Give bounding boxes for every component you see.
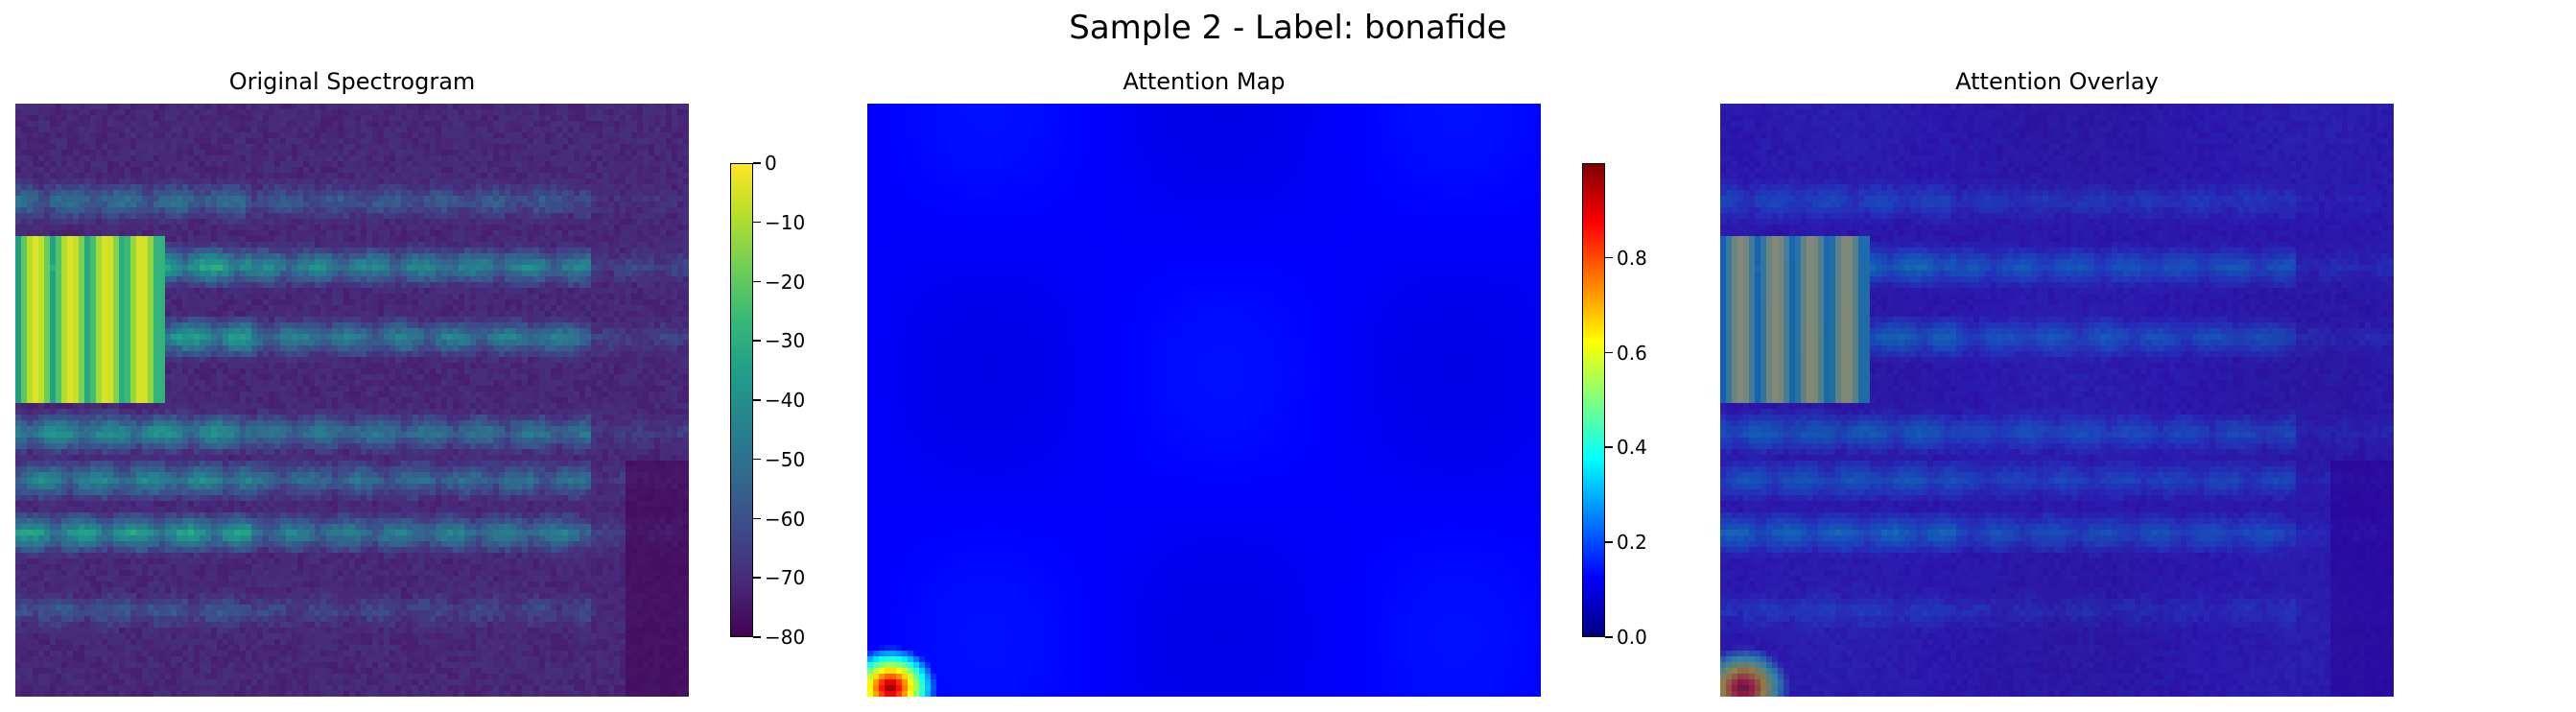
attention-colorbar-tick-label: 0.8 — [1617, 247, 1647, 270]
spectrogram-colorbar-tick-label: −30 — [765, 329, 805, 352]
spectrogram-colorbar-tick-label: −40 — [765, 389, 805, 412]
spectrogram-colorbar-tick-mark — [753, 636, 761, 638]
spectrogram-colorbar-tick-label: 0 — [765, 152, 777, 175]
attention-colorbar-tick-mark — [1605, 446, 1613, 448]
spectrogram-colorbar-tick-mark — [753, 399, 761, 401]
attention-overlay-heatmap — [1720, 104, 2394, 697]
spectrogram-colorbar — [730, 163, 753, 637]
attention-map-heatmap — [867, 104, 1541, 697]
spectrogram-colorbar-tick-mark — [753, 162, 761, 164]
attention-colorbar-tick-mark — [1605, 256, 1613, 259]
figure-title: Sample 2 - Label: bonafide — [0, 8, 2576, 48]
attention-colorbar-tick-label: 0.2 — [1617, 531, 1647, 554]
spectrogram-colorbar-tick-label: −20 — [765, 271, 805, 294]
spectrogram-colorbar-tick-label: −70 — [765, 566, 805, 589]
attention-colorbar-tick-label: 0.0 — [1617, 626, 1647, 649]
attention-map-title: Attention Map — [867, 67, 1541, 96]
spectrogram-colorbar-tick-mark — [753, 340, 761, 342]
spectrogram-colorbar-tick-mark — [753, 280, 761, 283]
attention-overlay-title: Attention Overlay — [1720, 67, 2394, 96]
spectrogram-title: Original Spectrogram — [15, 67, 689, 96]
spectrogram-colorbar-tick-label: −50 — [765, 448, 805, 471]
spectrogram-colorbar-tick-label: −80 — [765, 626, 805, 649]
spectrogram-colorbar-tick-mark — [753, 577, 761, 579]
attention-colorbar-tick-mark — [1605, 351, 1613, 354]
attention-colorbar-tick-label: 0.4 — [1617, 436, 1647, 459]
spectrogram-colorbar-tick-mark — [753, 517, 761, 520]
spectrogram-colorbar-tick-label: −60 — [765, 508, 805, 531]
spectrogram-colorbar-tick-mark — [753, 458, 761, 461]
attention-colorbar-tick-label: 0.6 — [1617, 342, 1647, 365]
spectrogram-heatmap — [15, 104, 689, 697]
spectrogram-colorbar-tick-label: −10 — [765, 211, 805, 234]
spectrogram-colorbar-tick-mark — [753, 221, 761, 224]
attention-colorbar — [1582, 163, 1605, 637]
attention-colorbar-tick-mark — [1605, 636, 1613, 638]
attention-colorbar-tick-mark — [1605, 541, 1613, 543]
